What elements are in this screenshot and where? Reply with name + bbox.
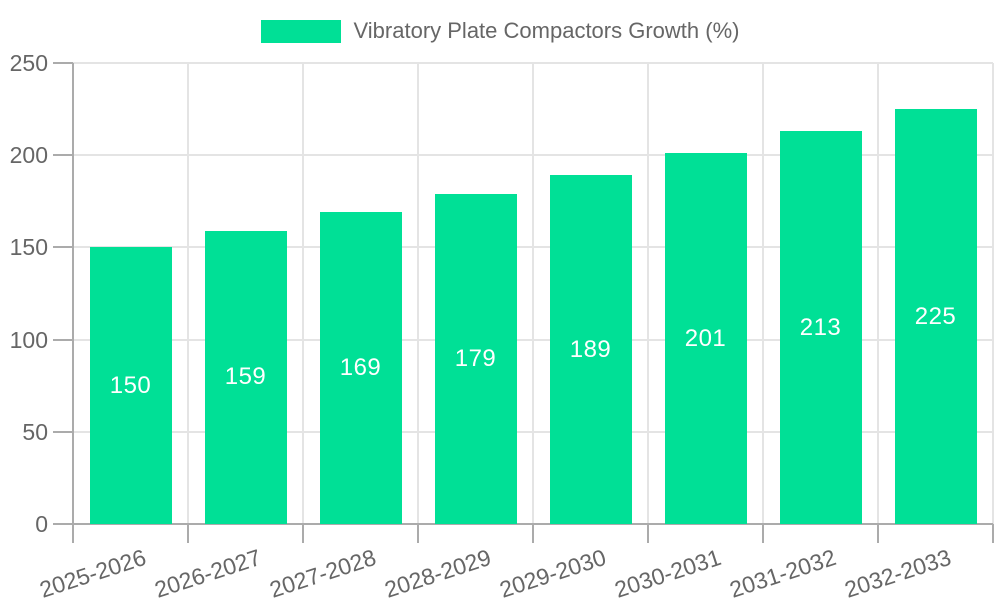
bar-value-label: 213	[799, 313, 842, 341]
legend[interactable]: Vibratory Plate Compactors Growth (%)	[0, 18, 1000, 44]
y-axis-tick	[53, 338, 73, 341]
y-axis-tick	[53, 246, 73, 249]
gridline-vertical	[302, 63, 304, 524]
y-axis-tick	[53, 62, 73, 64]
x-axis-line	[73, 523, 993, 525]
x-axis-tick	[417, 524, 419, 543]
gridline-vertical	[762, 63, 764, 524]
bar-2027-2028[interactable]: 169	[319, 212, 402, 524]
x-axis-tick	[877, 524, 879, 543]
bar-2029-2030[interactable]: 189	[549, 175, 632, 524]
y-tick-label: 250	[9, 50, 48, 76]
y-axis-line	[72, 63, 74, 543]
bar-2028-2029[interactable]: 179	[434, 193, 517, 524]
bar-value-label: 159	[224, 363, 267, 391]
x-axis-tick	[647, 524, 649, 543]
bar-2031-2032[interactable]: 213	[779, 131, 862, 524]
gridline-vertical	[532, 63, 534, 524]
gridline-vertical	[877, 63, 879, 524]
bar-2032-2033[interactable]: 225	[894, 109, 977, 524]
y-tick-label: 100	[9, 326, 48, 353]
y-axis-tick	[53, 430, 73, 433]
x-axis-tick	[992, 524, 994, 543]
y-axis-tick	[53, 523, 73, 525]
legend-swatch	[260, 19, 341, 43]
gridline-vertical	[417, 63, 419, 524]
y-tick-label: 200	[9, 142, 48, 169]
legend-label: Vibratory Plate Compactors Growth (%)	[353, 18, 740, 43]
x-axis-tick	[762, 524, 764, 543]
x-axis-tick	[302, 524, 304, 543]
bar-value-label: 169	[339, 354, 382, 382]
bar-value-label: 201	[684, 324, 727, 352]
gridline-vertical	[992, 63, 994, 524]
bar-2030-2031[interactable]: 201	[664, 153, 747, 524]
bar-value-label: 179	[454, 344, 497, 372]
gridline-vertical	[187, 63, 189, 524]
x-axis-tick	[532, 524, 534, 543]
bar-value-label: 150	[109, 371, 152, 399]
bar-2026-2027[interactable]: 159	[204, 230, 287, 524]
bar-value-label: 225	[914, 302, 957, 330]
y-tick-label: 0	[35, 511, 48, 537]
bar-2025-2026[interactable]: 150	[89, 247, 172, 524]
x-axis-tick	[187, 524, 189, 543]
y-axis-tick	[53, 154, 73, 157]
y-tick-label: 50	[22, 418, 48, 445]
gridline-vertical	[647, 63, 649, 524]
y-tick-label: 150	[9, 234, 48, 261]
bar-value-label: 189	[569, 335, 612, 363]
